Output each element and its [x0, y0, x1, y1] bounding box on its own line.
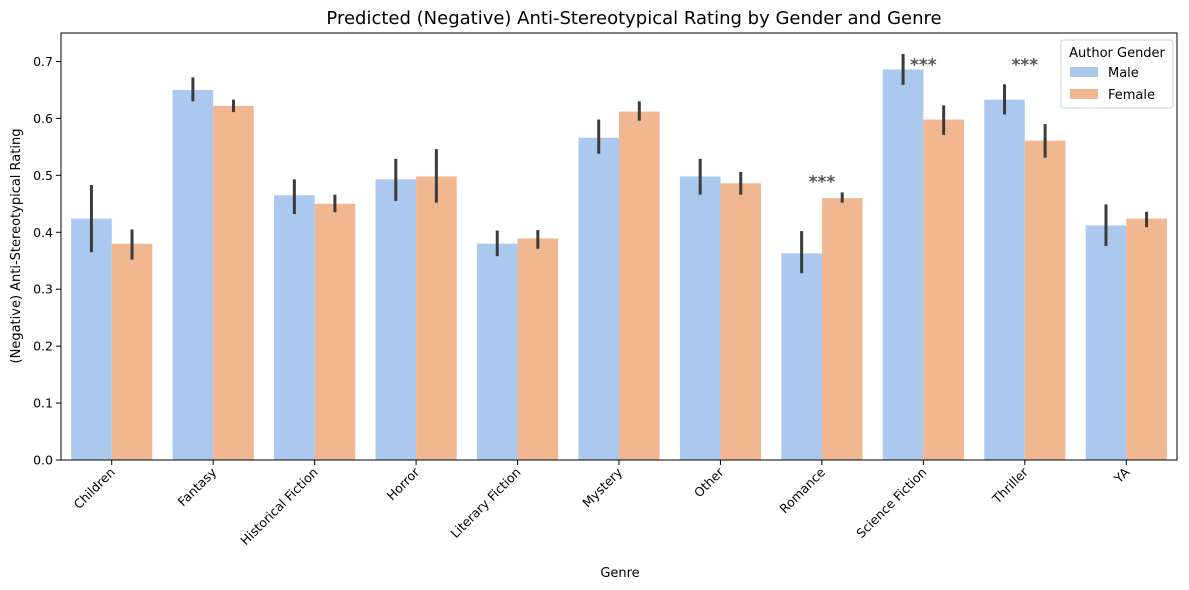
x-tick-label-9: Thriller	[989, 464, 1032, 507]
bar-female-8	[923, 119, 964, 460]
bar-male-6	[679, 176, 721, 461]
legend-title: Author Gender	[1069, 46, 1165, 61]
x-axis-label: Genre	[600, 566, 639, 581]
y-tick-label-1: 0.1	[33, 396, 53, 411]
significance-marker-2: ***	[1011, 56, 1038, 76]
x-tick-label-8: Science Fiction	[853, 465, 929, 541]
y-tick-label-5: 0.5	[33, 168, 53, 183]
x-tick-label-6: Other	[691, 464, 727, 500]
bar-female-6	[720, 183, 762, 460]
legend: Author Gender Male Female	[1060, 39, 1174, 109]
bar-female-10	[1126, 218, 1167, 460]
x-tick-label-1: Fantasy	[175, 464, 220, 509]
bar-male-8	[882, 69, 924, 461]
bar-female-1	[213, 105, 254, 460]
y-tick-label-7: 0.7	[33, 54, 53, 69]
bar-male-2	[274, 195, 315, 460]
bar-male-9	[984, 99, 1025, 460]
bar-male-1	[172, 89, 214, 460]
y-tick-label-3: 0.3	[33, 282, 53, 297]
legend-label-male: Male	[1108, 66, 1139, 81]
x-tick-label-5: Mystery	[579, 464, 625, 510]
y-tick-label-4: 0.4	[33, 225, 53, 240]
bar-male-3	[375, 179, 417, 460]
x-tick-label-4: Literary Fiction	[447, 465, 523, 541]
chart-title: Predicted (Negative) Anti-Stereotypical …	[326, 8, 941, 29]
bar-female-9	[1024, 140, 1066, 460]
y-axis-label: (Negative) Anti-Stereotypical Rating	[9, 129, 24, 364]
legend-swatch-female	[1070, 89, 1098, 99]
bar-male-10	[1085, 225, 1127, 460]
bar-female-3	[416, 176, 457, 461]
bar-female-0	[111, 243, 153, 460]
bar-female-7	[821, 198, 863, 460]
bar-male-7	[781, 253, 822, 460]
x-tick-label-7: Romance	[776, 464, 828, 516]
significance-marker-1: ***	[910, 56, 937, 76]
plot-area: Children Fantasy Historical Fiction Horror L…	[33, 32, 1178, 549]
bar-male-4	[476, 243, 518, 460]
x-tick-label-2: Historical Fiction	[237, 465, 321, 549]
x-tick-label-10: YA	[1110, 464, 1132, 486]
bar-male-5	[578, 137, 619, 461]
y-tick-label-0: 0.0	[33, 453, 53, 468]
y-tick-label-6: 0.6	[33, 111, 53, 126]
bar-male-0	[71, 218, 112, 460]
axes-frame	[60, 32, 1178, 461]
bar-female-5	[619, 111, 660, 461]
legend-label-female: Female	[1108, 88, 1155, 103]
y-tick-label-2: 0.2	[33, 339, 53, 354]
x-tick-label-3: Horror	[384, 464, 423, 503]
x-tick-label-0: Children	[70, 465, 117, 512]
bar-female-4	[517, 238, 559, 460]
significance-marker-0: ***	[809, 172, 836, 192]
legend-swatch-male	[1070, 67, 1098, 77]
bar-female-2	[314, 203, 356, 461]
